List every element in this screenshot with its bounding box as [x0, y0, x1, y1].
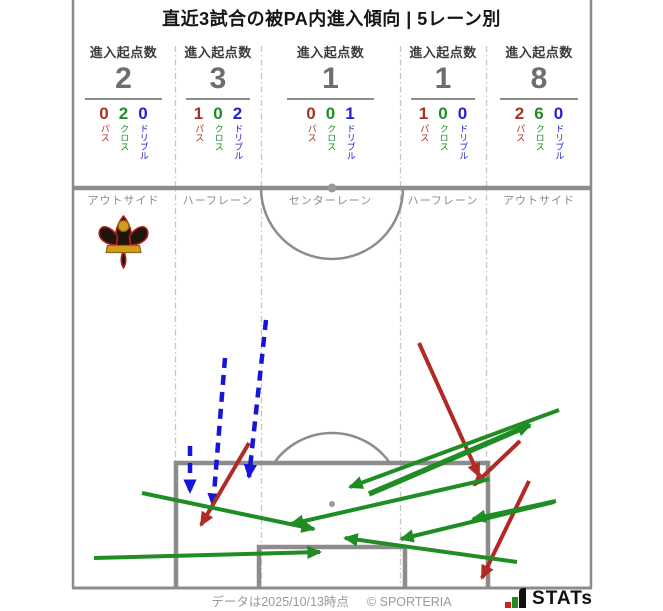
lane-stats-halfspace-left: 進入起点数 3 1 パス 0 クロス 2 ドリブル — [175, 42, 261, 160]
lane-stats-halfspace-right: 進入起点数 1 1 パス 0 クロス 0 ドリブル — [400, 42, 486, 160]
pass-label: パス — [419, 123, 430, 142]
pass-label: パス — [515, 123, 526, 142]
cross-count: 0 — [325, 104, 336, 123]
divider — [85, 98, 162, 100]
cross-label: クロス — [438, 123, 449, 151]
divider — [499, 98, 579, 100]
pass-arrow — [472, 439, 522, 487]
lane-stats-center: 進入起点数 1 0 パス 0 クロス 1 ドリブル — [261, 42, 400, 160]
dribble-count: 2 — [232, 104, 243, 123]
pass-label: パス — [194, 123, 205, 142]
pass-count: 1 — [418, 104, 429, 123]
lane-stats-outside-right: 進入起点数 8 2 パス 6 クロス 0 ドリブル — [486, 42, 592, 160]
cross-arrow — [471, 499, 557, 523]
stat-header: 進入起点数 — [505, 45, 573, 60]
cross-label: クロス — [213, 123, 224, 151]
cross-count: 2 — [118, 104, 129, 123]
cross-label: クロス — [326, 123, 337, 151]
cross-label: クロス — [534, 123, 545, 151]
dribble-arrow — [207, 357, 228, 508]
divider — [411, 98, 475, 100]
entry-origin-total: 8 — [530, 62, 548, 95]
dribble-count: 0 — [457, 104, 468, 123]
entry-origin-total: 1 — [434, 62, 452, 95]
cross-arrow — [289, 477, 490, 528]
lane-stats-outside-left: 進入起点数 2 0 パス 2 クロス 0 ドリブル — [72, 42, 175, 160]
cross-count: 0 — [213, 104, 223, 123]
dribble-count: 0 — [553, 104, 564, 123]
pass-arrow — [480, 480, 531, 580]
penalty-spot — [329, 501, 335, 507]
stat-header: 進入起点数 — [296, 45, 365, 60]
cross-arrow — [348, 408, 560, 489]
pass-count: 0 — [306, 104, 316, 123]
team-crest-icon — [98, 215, 149, 269]
copyright: © SPORTERIA — [366, 595, 452, 609]
cross-label: クロス — [119, 123, 130, 151]
stat-header: 進入起点数 — [89, 45, 158, 60]
pass-count: 0 — [99, 104, 109, 123]
dribble-label: ドリブル — [458, 123, 469, 160]
cross-arrow — [367, 422, 532, 497]
dribble-count: 1 — [345, 104, 355, 123]
bar-chart-icon — [505, 588, 527, 608]
entry-arrows — [93, 319, 560, 580]
footer: データは2025/10/13時点 © SPORTERIA — [0, 591, 663, 610]
pass-arrow — [417, 342, 481, 478]
pass-label: パス — [306, 123, 317, 142]
data-date-note: データは2025/10/13時点 — [211, 595, 349, 609]
pass-label: パス — [99, 123, 110, 142]
dribble-label: ドリブル — [345, 123, 356, 160]
divider — [287, 98, 374, 100]
dribble-label: ドリブル — [554, 123, 565, 160]
cross-arrow — [343, 533, 518, 564]
divider — [186, 98, 250, 100]
pass-arrow — [199, 441, 251, 527]
cross-arrow — [93, 545, 322, 560]
lane-label-outside-left: アウトサイド — [87, 195, 160, 207]
lane-label-center: センターレーン — [288, 195, 373, 207]
dribble-label: ドリブル — [138, 123, 149, 160]
stat-header: 進入起点数 — [184, 45, 252, 60]
lane-label-outside-right: アウトサイド — [503, 195, 575, 207]
chart-title: 直近3試合の被PA内進入傾向 | 5レーン別 — [162, 9, 501, 29]
entry-origin-total: 3 — [209, 62, 227, 95]
cross-count: 6 — [534, 104, 544, 123]
entry-origin-total: 1 — [322, 62, 339, 95]
cross-arrow — [141, 491, 316, 533]
dribble-arrow — [243, 319, 269, 479]
dribble-label: ドリブル — [233, 123, 244, 160]
dribble-count: 0 — [138, 104, 148, 123]
pass-count: 1 — [193, 104, 204, 123]
center-spot — [327, 183, 337, 193]
lane-label-halfspace-right: ハーフレーン — [407, 195, 479, 207]
brand-text: STATs — [532, 588, 593, 609]
cross-count: 0 — [438, 104, 448, 123]
pass-count: 2 — [514, 104, 525, 123]
stats-brand-logo: STATs — [505, 588, 593, 608]
lane-label-halfspace-left: ハーフレーン — [182, 195, 254, 207]
stat-header: 進入起点数 — [409, 45, 477, 60]
entry-origin-total: 2 — [115, 62, 132, 95]
